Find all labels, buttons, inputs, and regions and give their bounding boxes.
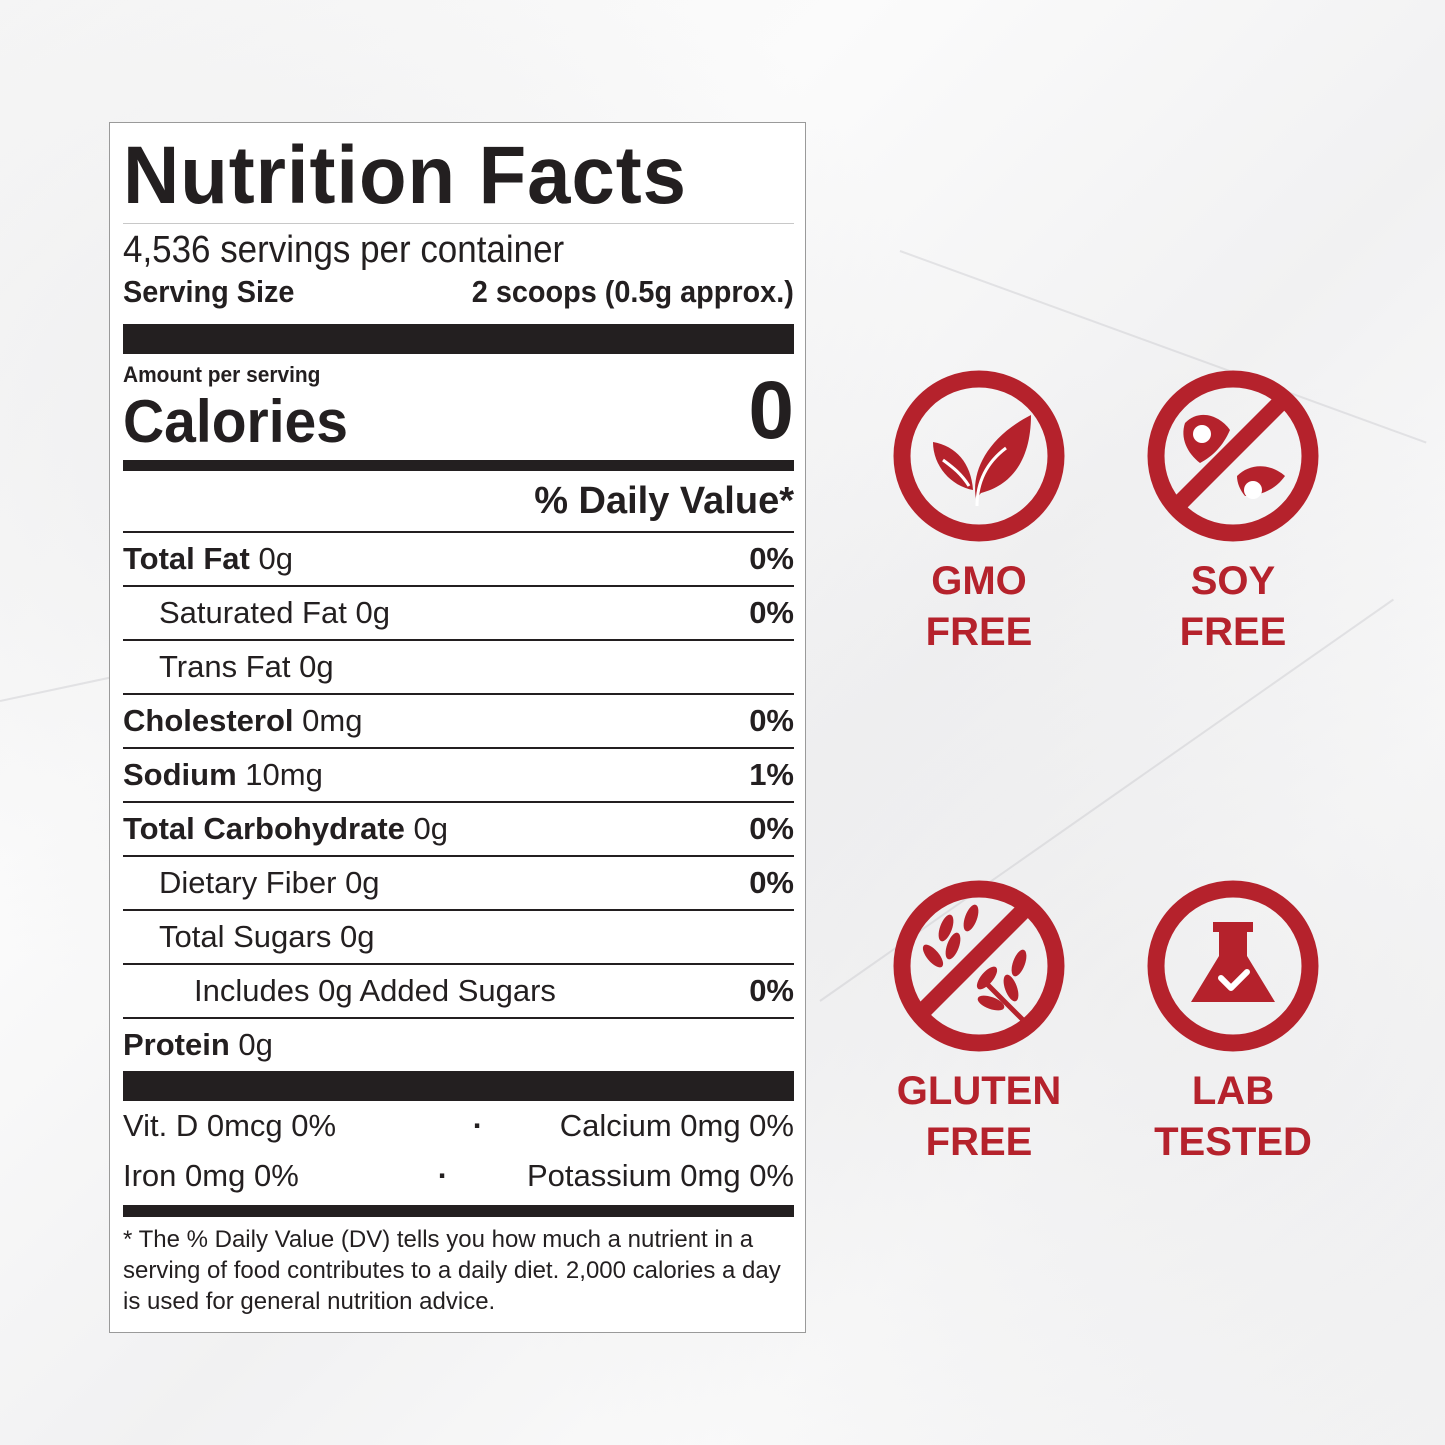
nutrient-row-dietary-fiber: Dietary Fiber 0g 0% [123, 857, 794, 911]
daily-value-header: % Daily Value* [123, 471, 794, 533]
nutrient-amount: 10mg [245, 756, 323, 792]
badge-lab-tested: LAB TESTED [1103, 878, 1363, 1168]
lab-tested-flask-icon [1147, 880, 1319, 1052]
footnote: * The % Daily Value (DV) tells you how m… [123, 1225, 781, 1315]
nutrient-dv: 0% [749, 972, 794, 1008]
nutrient-name: Includes 0g Added Sugars [194, 972, 556, 1008]
calories-label: Calories [123, 387, 348, 455]
nutrient-row-saturated-fat: Saturated Fat 0g 0% [123, 587, 794, 641]
badge-soy-free: SOY FREE [1103, 368, 1363, 658]
serving-size-value: 2 scoops (0.5g approx.) [471, 273, 794, 309]
gluten-free-wheat-icon [893, 880, 1065, 1052]
nutrient-name: Dietary Fiber [159, 864, 337, 900]
nutrient-amount: 0g [345, 864, 380, 900]
nutrient-name: Total Carbohydrate [123, 810, 405, 846]
nutrient-row-sodium: Sodium 10mg 1% [123, 749, 794, 803]
nutrient-amount: 0mg [302, 702, 363, 738]
amount-per-serving: Amount per serving [123, 361, 321, 387]
vitamin-row: Iron 0mg 0% · Potassium 0mg 0% [123, 1151, 794, 1201]
separator-dot: · [437, 1157, 449, 1193]
nutrient-name: Cholesterol [123, 702, 294, 738]
vitamin-row: Vit. D 0mcg 0% · Calcium 0mg 0% [123, 1101, 794, 1151]
badge-label: GMO FREE [925, 559, 1033, 654]
badge-gmo-free: GMO FREE [849, 368, 1109, 658]
badge-label: GLUTEN FREE [896, 1069, 1062, 1164]
gmo-free-leaf-icon [893, 370, 1065, 542]
soy-free-bean-icon [1147, 370, 1319, 542]
nutrient-row-protein: Protein 0g [123, 1019, 794, 1071]
nutrient-dv: 1% [749, 756, 794, 792]
nutrient-name: Trans Fat [159, 648, 291, 684]
nutrient-dv: 0% [749, 864, 794, 900]
nutrition-facts-label: Nutrition Facts 4,536 servings per conta… [109, 122, 806, 1333]
nutrient-dv: 0% [749, 540, 794, 576]
vitamin-right: Calcium 0mg 0% [559, 1107, 794, 1143]
nutrient-amount: 0g [299, 648, 334, 684]
serving-size-label: Serving Size [123, 273, 295, 309]
calories-value: 0 [748, 364, 794, 456]
badge-label: LAB TESTED [1154, 1069, 1312, 1164]
vitamin-left: Vit. D 0mcg 0% [123, 1107, 337, 1143]
nutrient-amount: 0g [355, 594, 390, 630]
servings-per-container: 4,536 servings per container [123, 229, 565, 271]
thick-divider [123, 323, 794, 354]
nutrient-dv: 0% [749, 702, 794, 738]
nutrient-name: Protein [123, 1026, 230, 1062]
nutrient-row-total-carbohydrate: Total Carbohydrate 0g 0% [123, 803, 794, 857]
nutrient-name: Saturated Fat [159, 594, 347, 630]
nutrient-row-trans-fat: Trans Fat 0g [123, 641, 794, 695]
medium-divider [123, 1204, 794, 1217]
nutrient-name: Total Fat [123, 540, 250, 576]
nutrient-name: Sodium [123, 756, 237, 792]
serving-size-row: Serving Size 2 scoops (0.5g approx.) [123, 274, 794, 310]
thick-divider [123, 1070, 794, 1101]
nutrient-row-added-sugars: Includes 0g Added Sugars 0% [123, 965, 794, 1019]
badge-gluten-free: GLUTEN FREE [849, 878, 1109, 1168]
separator-dot: · [472, 1107, 484, 1143]
vitamin-left: Iron 0mg 0% [123, 1157, 299, 1193]
nutrient-dv: 0% [749, 594, 794, 630]
vitamin-right: Potassium 0mg 0% [526, 1157, 794, 1193]
nutrient-row-total-sugars: Total Sugars 0g [123, 911, 794, 965]
nutrient-row-cholesterol: Cholesterol 0mg 0% [123, 695, 794, 749]
medium-divider [123, 459, 794, 471]
nutrient-amount: 0g [238, 1026, 273, 1062]
divider [123, 223, 794, 224]
badge-label: SOY FREE [1179, 559, 1287, 654]
nutrient-amount: 0g [258, 540, 293, 576]
nutrient-amount: 0g [413, 810, 449, 846]
label-title: Nutrition Facts [123, 130, 687, 221]
nutrient-amount: 0g [339, 918, 375, 954]
nutrient-name: Total Sugars [159, 918, 332, 954]
nutrient-dv: 0% [749, 810, 794, 846]
nutrient-row-total-fat: Total Fat 0g 0% [123, 533, 794, 587]
calories-row: Calories 0 [123, 369, 794, 455]
